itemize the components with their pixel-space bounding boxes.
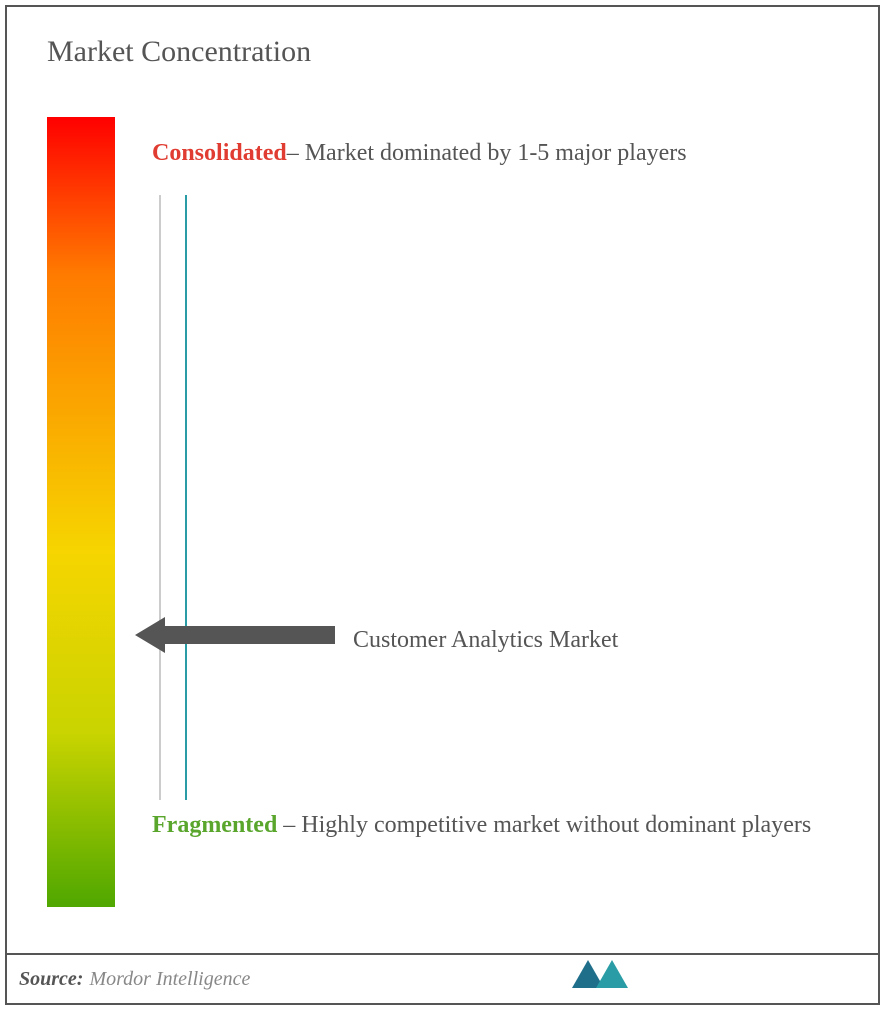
arrow-svg (135, 617, 335, 653)
footer: Source: Mordor Intelligence (7, 953, 878, 1003)
consolidated-text: – Market dominated by 1-5 major players (287, 140, 687, 166)
gradient-rect (47, 117, 115, 907)
concentration-gradient-bar (47, 117, 115, 907)
gradient-svg (47, 117, 115, 907)
brand-logo (568, 954, 648, 995)
consolidated-text-block: Consolidated– Market dominated by 1-5 ma… (152, 127, 852, 180)
marker-line-grey (159, 195, 161, 800)
marker-line-teal (185, 195, 187, 800)
diagram-container: Market Concentration Consolidated– Marke… (5, 5, 880, 1005)
logo-triangle-2 (596, 960, 628, 988)
source-label: Source: (19, 968, 83, 991)
consolidated-label: Consolidated (152, 140, 287, 166)
source-value: Mordor Intelligence (89, 968, 250, 991)
fragmented-text: – Highly competitive market without domi… (277, 812, 811, 838)
marker-arrow (135, 617, 335, 658)
fragmented-label: Fragmented (152, 812, 277, 838)
fragmented-text-block: Fragmented – Highly competitive market w… (152, 799, 852, 852)
page-title: Market Concentration (47, 35, 311, 69)
arrow-polygon (135, 617, 335, 653)
logo-svg (568, 954, 648, 990)
marker-label: Customer Analytics Market (353, 627, 618, 654)
